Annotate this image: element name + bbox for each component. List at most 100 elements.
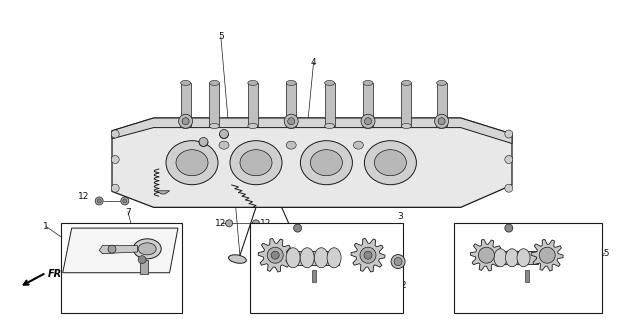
Ellipse shape	[300, 141, 353, 185]
Circle shape	[271, 251, 279, 259]
Ellipse shape	[286, 80, 296, 85]
Bar	[250, 223, 403, 313]
Ellipse shape	[286, 248, 300, 268]
Ellipse shape	[401, 123, 412, 129]
Circle shape	[505, 184, 513, 192]
Bar	[61, 223, 182, 313]
Bar	[286, 83, 296, 126]
Text: 16: 16	[345, 232, 356, 241]
Circle shape	[361, 114, 375, 128]
Ellipse shape	[180, 80, 191, 85]
Ellipse shape	[401, 80, 412, 85]
Circle shape	[505, 130, 513, 138]
Circle shape	[179, 114, 193, 128]
Circle shape	[108, 245, 116, 253]
Polygon shape	[63, 228, 178, 273]
Ellipse shape	[327, 248, 341, 268]
Text: 16: 16	[532, 263, 543, 272]
Ellipse shape	[353, 141, 364, 149]
Polygon shape	[99, 246, 138, 254]
Polygon shape	[351, 238, 385, 272]
Polygon shape	[112, 118, 512, 144]
Text: 16: 16	[527, 236, 538, 245]
Circle shape	[253, 220, 259, 227]
Bar	[312, 270, 316, 282]
Bar	[180, 83, 191, 126]
Text: 14: 14	[113, 262, 124, 271]
Circle shape	[111, 130, 119, 138]
Circle shape	[123, 199, 127, 203]
Text: 3: 3	[397, 212, 403, 221]
Ellipse shape	[324, 80, 335, 85]
Ellipse shape	[310, 150, 342, 176]
Circle shape	[438, 118, 445, 125]
Ellipse shape	[506, 249, 518, 267]
Bar	[248, 83, 258, 126]
Circle shape	[364, 251, 372, 259]
Text: 9: 9	[263, 174, 268, 183]
Ellipse shape	[300, 248, 314, 268]
Circle shape	[288, 118, 294, 125]
Bar	[436, 83, 447, 126]
Text: 8: 8	[129, 153, 134, 162]
Polygon shape	[495, 251, 538, 264]
Ellipse shape	[517, 249, 530, 267]
Circle shape	[268, 247, 283, 263]
Ellipse shape	[138, 243, 156, 255]
Ellipse shape	[240, 150, 272, 176]
Text: 2: 2	[401, 281, 406, 290]
Text: 6: 6	[317, 233, 323, 242]
Circle shape	[284, 114, 298, 128]
Text: 12: 12	[260, 219, 271, 228]
Circle shape	[479, 247, 495, 263]
Text: 7: 7	[125, 208, 131, 217]
Polygon shape	[470, 239, 502, 271]
Circle shape	[394, 257, 402, 266]
Circle shape	[111, 155, 119, 164]
Circle shape	[220, 130, 228, 138]
Text: 13: 13	[481, 289, 492, 298]
Circle shape	[505, 155, 513, 164]
Ellipse shape	[286, 123, 296, 129]
Ellipse shape	[209, 123, 220, 129]
Text: 12: 12	[129, 192, 140, 201]
Ellipse shape	[363, 123, 373, 129]
Polygon shape	[258, 238, 292, 272]
Ellipse shape	[314, 248, 328, 268]
Text: 12: 12	[215, 219, 227, 228]
Text: FR.: FR.	[48, 269, 66, 279]
Circle shape	[505, 224, 513, 232]
Circle shape	[360, 247, 376, 263]
Ellipse shape	[294, 251, 312, 260]
Bar	[454, 223, 602, 313]
Ellipse shape	[230, 141, 282, 185]
Ellipse shape	[436, 80, 447, 85]
Circle shape	[199, 137, 208, 146]
Circle shape	[226, 220, 232, 227]
Text: 1: 1	[44, 222, 49, 231]
Circle shape	[391, 255, 405, 269]
Text: S7S1-E1200 A: S7S1-E1200 A	[518, 299, 577, 308]
Bar	[209, 83, 220, 126]
Text: 11: 11	[218, 123, 230, 132]
Ellipse shape	[494, 249, 507, 267]
Text: 5: 5	[218, 32, 223, 41]
Ellipse shape	[363, 80, 373, 85]
Ellipse shape	[180, 123, 191, 129]
Ellipse shape	[364, 141, 417, 185]
Ellipse shape	[219, 141, 229, 149]
Ellipse shape	[228, 255, 246, 263]
Bar	[324, 83, 335, 126]
Ellipse shape	[166, 141, 218, 185]
Ellipse shape	[209, 80, 220, 85]
Circle shape	[95, 197, 103, 205]
Ellipse shape	[248, 123, 258, 129]
Ellipse shape	[133, 239, 161, 259]
Ellipse shape	[248, 80, 258, 85]
Circle shape	[121, 197, 129, 205]
Bar	[140, 260, 148, 274]
Polygon shape	[531, 239, 563, 271]
Ellipse shape	[176, 150, 208, 176]
Polygon shape	[285, 251, 339, 265]
Ellipse shape	[374, 150, 406, 176]
